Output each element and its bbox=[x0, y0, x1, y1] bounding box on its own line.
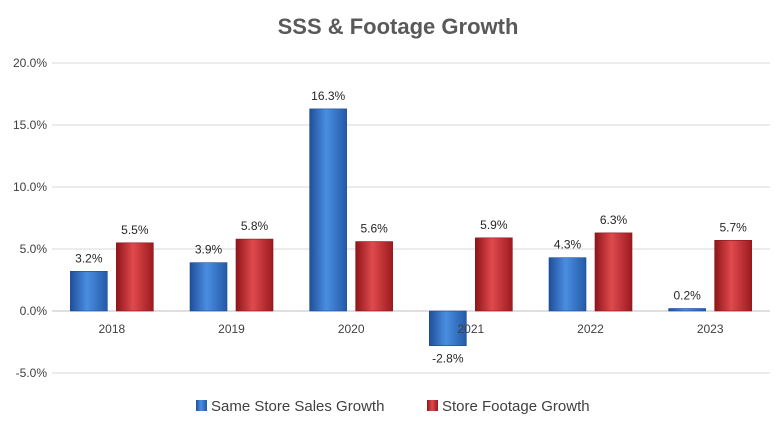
data-label: 3.2% bbox=[75, 251, 103, 265]
data-label: 6.3% bbox=[600, 213, 628, 227]
x-tick-label: 2019 bbox=[218, 322, 245, 336]
footage-bar-2023 bbox=[714, 240, 752, 312]
data-label: 5.7% bbox=[719, 220, 747, 234]
y-tick-label: 10.0% bbox=[13, 180, 47, 194]
legend-swatch bbox=[427, 400, 438, 411]
sss-bar-2021 bbox=[429, 310, 467, 347]
sss-bar-2022 bbox=[548, 257, 587, 312]
data-label: 16.3% bbox=[311, 89, 345, 103]
y-axis: -5.0% 0.0% 5.0% 10.0% 15.0% 20.0% bbox=[13, 56, 47, 380]
sss-bar-2019 bbox=[189, 262, 228, 312]
data-label: 5.8% bbox=[241, 219, 269, 233]
footage-bar-2021 bbox=[475, 237, 513, 312]
x-tick-label: 2018 bbox=[98, 322, 125, 336]
footage-bar-2018 bbox=[116, 242, 154, 312]
x-tick-label: 2020 bbox=[338, 322, 365, 336]
x-tick-label: 2021 bbox=[457, 322, 484, 336]
data-label: 5.9% bbox=[480, 218, 508, 232]
legend: Same Store Sales Growth Store Footage Gro… bbox=[196, 398, 590, 415]
data-labels: 3.2% 5.5% 3.9% 5.8% 16.3% 5.6% -2.8% 5.9% 4.3% 6.… bbox=[75, 89, 747, 366]
x-tick-label: 2023 bbox=[697, 322, 724, 336]
x-tick-label: 2022 bbox=[577, 322, 604, 336]
y-tick-label: 20.0% bbox=[13, 56, 47, 70]
legend-label: Store Footage Growth bbox=[442, 398, 590, 415]
bars bbox=[70, 108, 752, 347]
data-label: 4.3% bbox=[554, 238, 582, 252]
legend-swatch bbox=[196, 400, 207, 411]
legend-label: Same Store Sales Growth bbox=[211, 398, 384, 415]
y-tick-label: -5.0% bbox=[16, 366, 48, 380]
y-tick-label: 0.0% bbox=[20, 304, 48, 318]
sss-bar-2023 bbox=[668, 308, 706, 312]
footage-bar-2022 bbox=[594, 232, 633, 312]
data-label: 0.2% bbox=[673, 289, 701, 303]
sss-bar-2018 bbox=[70, 271, 108, 312]
gridlines bbox=[52, 62, 770, 374]
chart-title: SSS & Footage Growth bbox=[278, 14, 519, 39]
sss-bar-2020 bbox=[309, 108, 347, 312]
data-label: 3.9% bbox=[195, 243, 223, 257]
y-tick-label: 5.0% bbox=[20, 242, 48, 256]
data-label: -2.8% bbox=[432, 352, 464, 366]
y-tick-label: 15.0% bbox=[13, 118, 47, 132]
data-label: 5.6% bbox=[360, 222, 388, 236]
x-axis: 2018 2019 2020 2021 2022 2023 bbox=[98, 322, 723, 336]
data-label: 5.5% bbox=[121, 223, 149, 237]
footage-bar-2020 bbox=[355, 241, 393, 312]
footage-bar-2019 bbox=[235, 238, 274, 312]
